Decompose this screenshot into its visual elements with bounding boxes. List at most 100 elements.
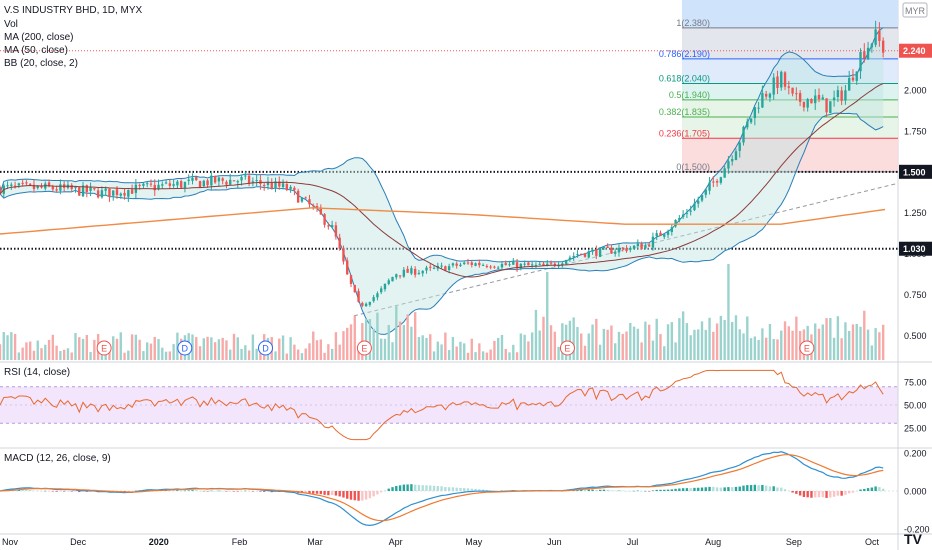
- macd-histogram-bar: [315, 491, 319, 494]
- candle-body: [149, 183, 153, 185]
- candle-body: [315, 206, 319, 208]
- currency-badge[interactable]: [902, 2, 928, 18]
- candle-body: [130, 189, 134, 194]
- macd-histogram-bar: [485, 489, 489, 491]
- candle-body: [25, 182, 28, 184]
- volume-bar: [478, 343, 481, 360]
- volume-bar: [761, 328, 764, 360]
- time-label: Oct: [865, 537, 880, 547]
- macd-signal-line: [0, 454, 884, 522]
- candle-body: [523, 263, 526, 265]
- candle-body: [632, 245, 636, 249]
- candle-body: [798, 93, 802, 102]
- macd-histogram-bar: [338, 491, 341, 497]
- volume-bar: [459, 341, 462, 360]
- macd-histogram-bar: [583, 489, 587, 491]
- volume-bar: [51, 334, 55, 360]
- event-label: E: [564, 344, 570, 354]
- volume-bar: [251, 334, 255, 360]
- event-circle: [559, 340, 575, 356]
- candle-body: [164, 182, 168, 184]
- macd-histogram-bar: [719, 487, 723, 491]
- macd-histogram-bar: [746, 485, 749, 491]
- volume-bar: [632, 326, 636, 360]
- candle-body: [176, 181, 179, 186]
- candle-body: [123, 192, 126, 196]
- candle-body: [761, 93, 764, 108]
- volume-bar: [191, 334, 194, 360]
- macd-histogram-bar: [670, 489, 673, 491]
- event-marker[interactable]: E: [96, 340, 112, 356]
- candle-body: [330, 225, 334, 228]
- candle-body: [229, 179, 232, 185]
- candle-body: [866, 47, 870, 60]
- candle-body: [742, 126, 745, 143]
- volume-bar: [202, 338, 205, 360]
- volume-bar: [606, 329, 609, 360]
- volume-bar: [85, 334, 88, 360]
- time-label: Dec: [70, 537, 87, 547]
- macd-histogram-bar: [697, 487, 700, 491]
- candle-body: [764, 93, 768, 97]
- macd-histogram-bar: [780, 487, 783, 491]
- macd-histogram-bar: [202, 490, 205, 492]
- candle-body: [270, 182, 273, 189]
- macd-histogram-bar: [463, 488, 466, 491]
- volume-bar: [844, 322, 847, 360]
- macd-histogram-bar: [319, 491, 322, 495]
- fib-zone: [681, 99, 898, 117]
- candle-body: [217, 177, 221, 182]
- event-marker[interactable]: E: [356, 340, 372, 356]
- candle-body: [432, 267, 436, 269]
- event-label: E: [101, 344, 107, 354]
- volume-bar: [62, 349, 66, 360]
- volume-bar: [327, 344, 330, 360]
- volume-bar: [308, 343, 311, 360]
- event-marker[interactable]: D: [177, 340, 193, 356]
- event-marker[interactable]: E: [799, 340, 815, 356]
- event-marker[interactable]: D: [257, 340, 273, 356]
- candle-body: [429, 266, 432, 268]
- volume-bar: [387, 324, 390, 360]
- event-marker[interactable]: E: [559, 340, 575, 356]
- macd-histogram-bar: [304, 491, 307, 494]
- candle-body: [191, 177, 194, 181]
- volume-bar: [44, 344, 47, 360]
- volume-bar: [466, 352, 470, 360]
- candle-body: [334, 225, 338, 237]
- macd-histogram-bar: [323, 491, 326, 495]
- macd-histogram-bar: [817, 491, 821, 498]
- volume-bar: [36, 340, 39, 360]
- volume-bar: [783, 321, 787, 360]
- candle-body: [791, 87, 794, 94]
- candle-body: [247, 175, 251, 184]
- candle-body: [312, 205, 315, 207]
- time-label: Feb: [232, 537, 248, 547]
- macd-histogram-bar: [368, 491, 372, 499]
- macd-histogram-bar: [598, 489, 602, 491]
- volume-bar: [153, 336, 156, 360]
- macd-histogram-bar: [489, 490, 492, 491]
- candle-body: [153, 184, 156, 191]
- macd-histogram-bar: [259, 491, 262, 492]
- candle-body: [440, 265, 443, 267]
- candle-body: [557, 265, 560, 267]
- candle-body: [21, 182, 24, 184]
- volume-bar: [485, 352, 489, 360]
- volume-bar: [708, 317, 711, 360]
- candle-body: [293, 187, 296, 191]
- candle-body: [36, 185, 39, 189]
- macd-histogram-bar: [738, 486, 741, 491]
- volume-bars: [0, 264, 885, 360]
- macd-histogram-bar: [330, 491, 334, 496]
- macd-histogram-bar: [712, 486, 715, 491]
- candle-body: [108, 188, 111, 197]
- candlesticks: [0, 20, 885, 308]
- volume-bar: [515, 352, 519, 360]
- macd-histogram-bar: [364, 491, 368, 500]
- macd-histogram-bar: [878, 487, 881, 491]
- candle-body: [859, 52, 862, 72]
- macd-histogram-bar: [674, 488, 677, 491]
- volume-bar: [451, 337, 455, 360]
